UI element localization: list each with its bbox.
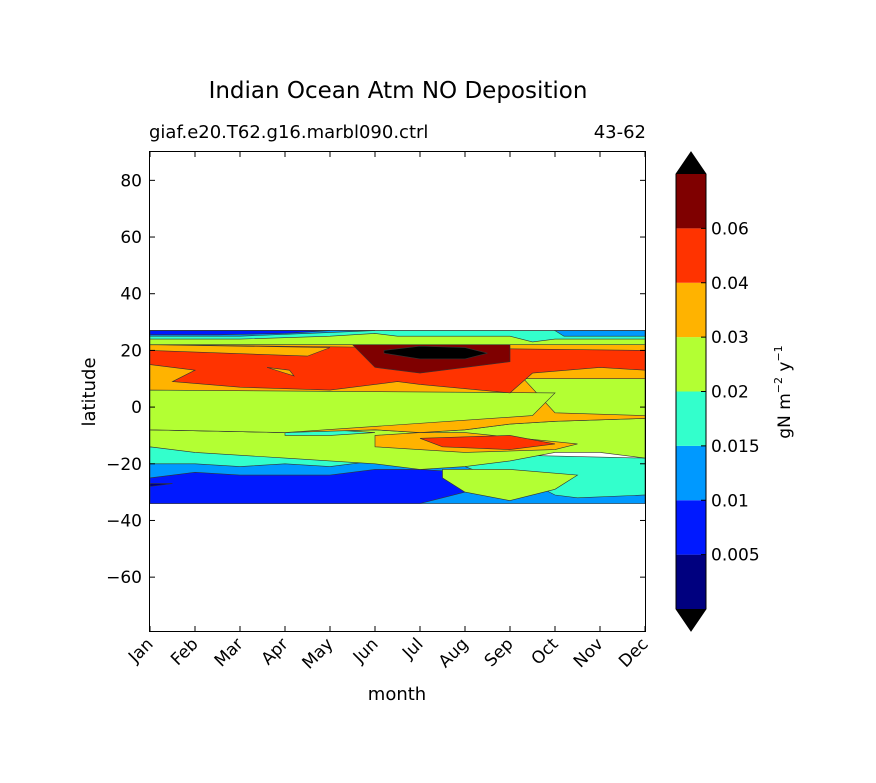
y-tick-label: −60 [106,568,142,588]
contour-region-11 [419,435,556,450]
x-tick-label: Sep [481,634,518,671]
x-tick-label: Nov [570,634,608,672]
contour-region-17 [383,345,488,360]
contour-region-2 [149,469,512,504]
colorbar-label: gN m−2 y−1 [772,345,795,438]
plot-area [149,330,646,504]
colorbar-tick-label: 0.02 [711,383,749,403]
y-tick-label: 60 [120,228,142,248]
plot-frame [149,151,646,632]
chart-title: Indian Ocean Atm NO Deposition [209,78,588,104]
x-tick-label: Jun [349,634,383,668]
colorbar-outline [675,151,707,632]
colorbar-segment [676,282,706,338]
colorbar-label-exp2: −1 [772,345,785,361]
y-tick-label: −20 [106,455,142,475]
contour-region-15 [266,367,295,377]
x-tick-label: Jul [398,634,427,663]
colorbar-label-exp1: −2 [772,377,785,393]
chart-subtitle-left: giaf.e20.T62.g16.marbl090.ctrl [149,122,428,143]
colorbar-tick-label: 0.01 [711,491,749,511]
x-tick-label: Dec [615,634,652,671]
colorbar-label-main: gN m [775,393,795,438]
y-axis-label: latitude [79,357,100,426]
x-tick-label: Aug [435,634,473,672]
colorbar-segment [676,228,706,283]
x-tick-label: May [299,634,338,673]
contour-region-5 [442,469,579,501]
y-tick-label: 20 [120,341,142,361]
colorbar-segment [676,337,706,392]
colorbar-tick-label: 0.04 [711,274,749,294]
colorbar-tick-label: 0.015 [711,437,760,457]
colorbar-segment [676,500,706,555]
x-tick-label: Oct [528,634,563,669]
colorbar-ticks: 0.005 0.01 0.015 0.02 0.03 0.04 0.06 [701,219,760,566]
x-tick-label: Feb [167,634,202,669]
contour-region-22 [553,330,646,337]
colorbar-tick-label: 0.005 [711,546,760,566]
colorbar-segment [676,391,706,446]
colorbar-tick-label: 0.03 [711,328,749,348]
y-tick-label: 0 [131,398,142,418]
x-axis-label: month [368,684,426,705]
colorbar-extend-max [676,152,706,174]
chart-subtitle-right: 43-62 [594,122,646,143]
colorbar-label-y: y [775,362,795,377]
y-tick-label: −40 [106,511,142,531]
y-tick-label: 80 [120,171,142,191]
colorbar-segment [676,554,706,609]
colorbar-tick-label: 0.06 [711,219,749,239]
contour-layer [149,330,646,504]
y-axis: 80 60 40 20 0 −20 −40 −60 [106,171,645,588]
colorbar-extend-min [676,609,706,631]
colorbar [675,151,707,632]
x-tick-label: Mar [211,634,248,671]
y-tick-label: 40 [120,285,142,305]
colorbar-segment [676,445,706,501]
x-tick-label: Apr [258,634,293,669]
x-tick-label: Jan [124,634,157,667]
colorbar-segment [676,174,706,229]
